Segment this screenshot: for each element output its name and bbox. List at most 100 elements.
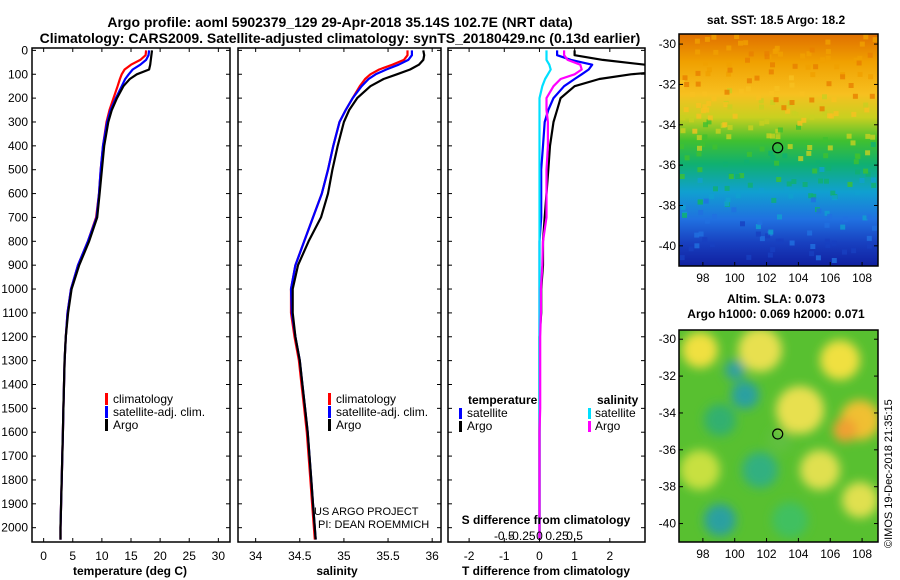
sst-pixel	[772, 49, 778, 54]
sst-pixel	[694, 243, 700, 249]
sst-pixel	[799, 91, 805, 97]
depth-tick-label: 300	[8, 115, 28, 129]
sst-pixel	[764, 119, 770, 125]
sst-pixel	[866, 235, 872, 241]
sst-map-title: sat. SST: 18.5 Argo: 18.2	[707, 13, 846, 27]
sst-pixel	[797, 120, 803, 126]
sla-texture	[680, 330, 878, 538]
depth-tick-label: 0	[21, 43, 28, 57]
salinity-lines	[289, 50, 426, 540]
sst-pixel	[808, 193, 814, 199]
x-tick-label: 25	[183, 549, 197, 563]
difference-lines	[538, 50, 645, 540]
sst-pixel	[696, 103, 702, 108]
sst-pixel	[694, 38, 700, 44]
depth-tick-label: 1000	[1, 282, 28, 296]
sst-pixel	[824, 178, 829, 184]
legend-swatch-satellite	[328, 406, 331, 418]
sst-pixel	[745, 86, 751, 92]
sst-pixel	[870, 142, 876, 147]
sst-pixel	[809, 47, 815, 53]
sst-pixel	[806, 51, 812, 57]
legend-header-temperature: temperature	[468, 393, 538, 407]
x-tick-label: 5	[69, 549, 76, 563]
sst-pixel	[682, 212, 687, 218]
sst-pixel	[679, 255, 685, 261]
sst-pixel	[703, 198, 709, 204]
sst-pixel	[778, 51, 783, 57]
sst-pixel	[770, 62, 775, 68]
sst-pixel	[727, 124, 733, 130]
sst-pixel	[791, 110, 797, 116]
sst-pixel	[775, 128, 781, 134]
title-line-1: Argo profile: aoml 5902379_129 29-Apr-20…	[107, 14, 572, 30]
legend-swatch-t-satellite	[459, 408, 462, 419]
sst-pixel	[788, 193, 794, 199]
sst-pixel	[768, 150, 774, 156]
sst-pixel	[809, 114, 815, 120]
argo-location-marker	[772, 142, 784, 154]
sst-pixel	[856, 60, 862, 66]
sst-pixel	[820, 57, 826, 63]
sst-pixel	[782, 153, 788, 159]
s-tick-label: 0	[536, 529, 543, 543]
sst-pixel	[746, 151, 752, 157]
sst-pixel	[833, 111, 839, 117]
sst-map	[678, 33, 879, 267]
map-y-tick-label: -30	[659, 332, 677, 346]
sst-pixel	[865, 150, 871, 156]
sst-pixel	[702, 104, 708, 110]
sst-pixel	[709, 242, 715, 247]
sst-pixel	[755, 224, 761, 230]
sst-pixel	[704, 107, 710, 113]
sst-pixel	[789, 240, 795, 246]
sst-pixel	[791, 179, 797, 184]
map-x-tick-label: 100	[725, 547, 745, 561]
legend-label-t-argo: Argo	[467, 419, 493, 433]
sst-pixel	[801, 117, 807, 123]
sst-pixel	[825, 39, 831, 45]
temperature-legend: climatology satellite-adj. clim. Argo	[105, 392, 205, 432]
sst-pixel	[859, 41, 865, 47]
sst-pixel	[723, 102, 729, 108]
sst-pixel	[870, 134, 876, 140]
difference-panel-frame	[447, 47, 646, 543]
depth-tick-label: 1900	[1, 497, 28, 511]
sst-pixel	[703, 60, 708, 66]
sst-pixel	[822, 94, 827, 100]
sst-pixel	[850, 140, 856, 146]
sst-pixel	[759, 187, 764, 193]
sst-pixel	[743, 40, 749, 46]
sst-pixel	[770, 247, 776, 253]
sst-pixel	[700, 108, 706, 114]
sst-pixel	[690, 92, 695, 97]
sst-pixel	[704, 218, 710, 224]
legend-swatch-t-argo	[459, 421, 462, 432]
legend-swatch-satellite	[105, 406, 108, 418]
sst-pixel	[735, 193, 741, 199]
sst-pixel	[695, 49, 701, 55]
sst-pixel	[706, 101, 712, 107]
x-tick-label: 0	[536, 549, 543, 563]
difference-legend: temperature satellite Argo salinity sate…	[459, 393, 639, 433]
map-y-tick-label: -40	[659, 239, 677, 253]
salinity-x-ticks: 34 34.5 35 35.5 36	[249, 48, 439, 563]
sst-pixel	[852, 93, 858, 99]
sst-pixel	[857, 71, 863, 77]
sst-pixel	[697, 167, 703, 173]
sst-pixel	[765, 233, 771, 239]
series-line-climatology	[289, 50, 409, 540]
sst-pixel	[872, 37, 878, 43]
sst-pixel	[792, 63, 798, 69]
legend-label-satellite: satellite-adj. clim.	[336, 405, 428, 419]
map-y-tick-label: -40	[659, 517, 677, 531]
sla-anomaly-blob	[833, 418, 857, 442]
sst-pixel	[825, 242, 831, 248]
sst-pixel	[679, 85, 685, 91]
sst-pixel	[789, 100, 795, 105]
sst-pixel	[846, 133, 852, 139]
sst-pixel	[746, 78, 752, 84]
sst-pixel	[863, 168, 869, 174]
series-line-argo	[291, 50, 426, 540]
difference-x-ticks: -2 -1 0 1 2 -0.5-0.25 0 0.250.5	[464, 48, 613, 563]
